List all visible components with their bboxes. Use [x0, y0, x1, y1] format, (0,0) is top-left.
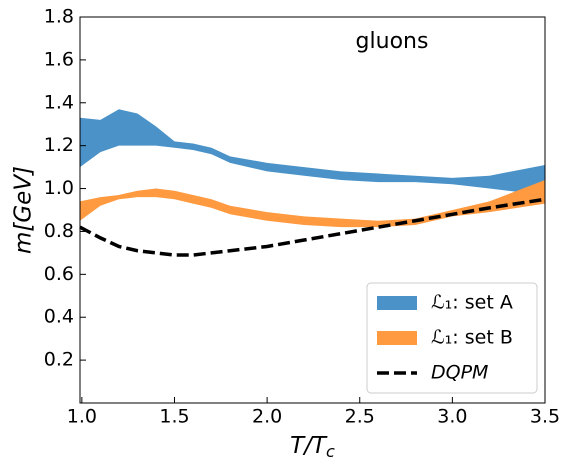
x-tick-label: 3.5 [530, 406, 560, 428]
legend-label: DQPM [431, 362, 488, 384]
y-tick-label: 0.2 [44, 349, 74, 371]
x-axis-label-sub: c [326, 442, 335, 461]
y-tick-label: 1.6 [44, 48, 74, 70]
y-tick-label: 0.4 [44, 306, 74, 328]
band [80, 179, 545, 228]
annotation: gluons [356, 29, 429, 54]
y-tick-label: 1.0 [44, 177, 74, 199]
band [80, 109, 545, 195]
legend-box [366, 282, 538, 394]
y-tick-label: 1.2 [44, 134, 74, 156]
legend-label: ℒ₁: set B [431, 327, 513, 349]
legend-label: ℒ₁: set A [431, 292, 513, 314]
y-tick-label: 1.4 [44, 91, 74, 113]
legend-swatch [377, 331, 417, 345]
x-tick-label: 3.0 [437, 406, 467, 428]
x-axis-label-main: T/T [290, 433, 328, 459]
y-tick-label: 1.8 [44, 6, 74, 28]
x-tick-label: 1.5 [159, 406, 189, 428]
y-axis-label: m[GeV] [11, 166, 37, 254]
x-tick-label: 2.5 [345, 406, 375, 428]
x-tick-label: 2.0 [252, 406, 282, 428]
y-tick-label: 0.8 [44, 220, 74, 242]
plot-frame [79, 16, 546, 404]
y-tick-label: 0.6 [44, 263, 74, 285]
line [79, 197, 546, 257]
legend-swatch [377, 296, 417, 310]
x-tick-label: 1.0 [67, 406, 97, 428]
x-axis-label: T/Tc [290, 433, 335, 461]
